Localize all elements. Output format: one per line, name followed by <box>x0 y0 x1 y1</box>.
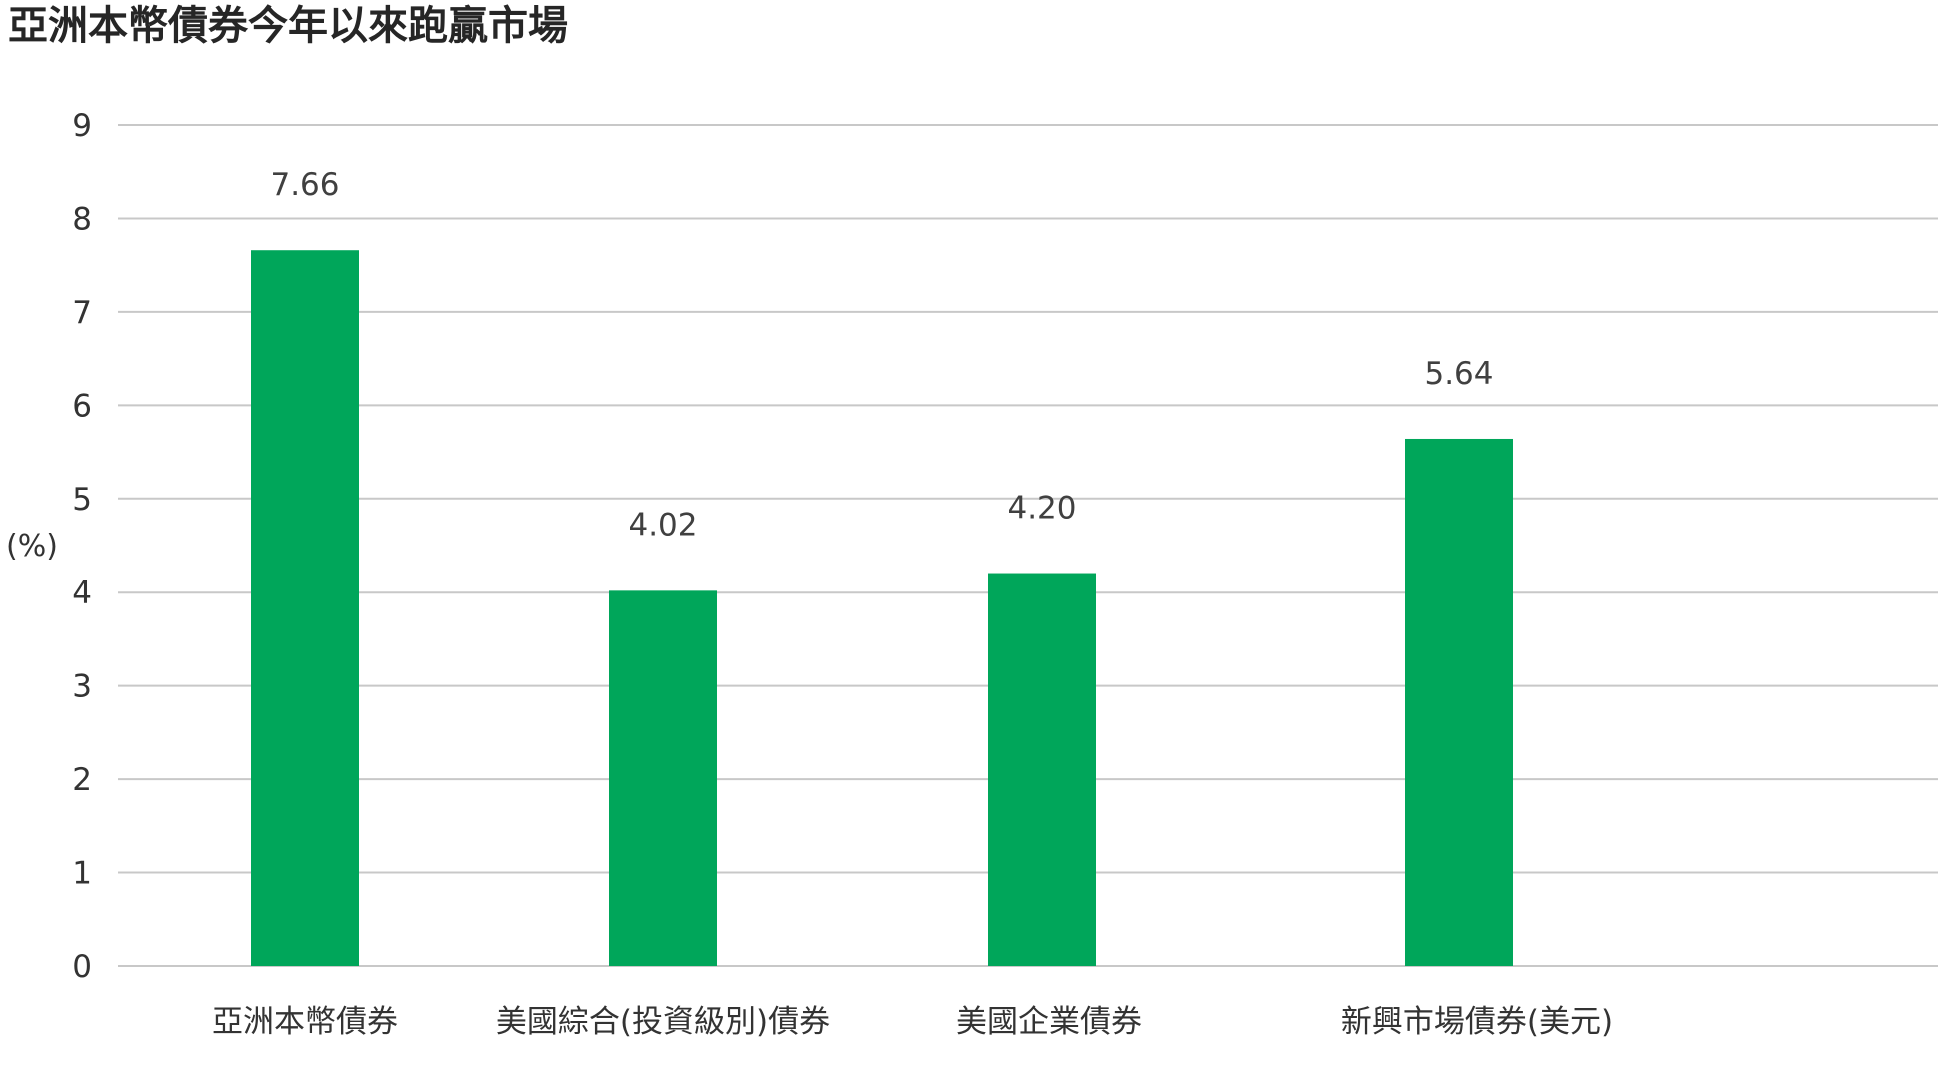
x-axis-categories: 亞洲本幣債券 美國綜合(投資級別)債券 美國企業債券 新興市場債券(美元) <box>212 1004 1613 1040</box>
bar <box>1405 438 1513 966</box>
y-tick-label: 4 <box>72 575 92 611</box>
x-category-label: 新興市場債券(美元) <box>1341 1004 1613 1040</box>
x-category-label: 美國企業債券 <box>956 1004 1142 1040</box>
x-category-label: 美國綜合(投資級別)債券 <box>496 1004 830 1040</box>
data-label: 4.02 <box>628 507 697 543</box>
data-label: 4.20 <box>1007 491 1076 527</box>
y-tick-label: 8 <box>72 201 92 237</box>
bars <box>251 250 1513 966</box>
bar <box>988 573 1096 966</box>
data-labels: 7.66 4.02 4.20 5.64 <box>270 167 1493 543</box>
y-tick-label: 6 <box>72 388 92 424</box>
y-tick-label: 2 <box>72 762 92 798</box>
y-axis-unit-label: (%) <box>6 529 58 564</box>
y-tick-label: 3 <box>72 669 92 705</box>
data-label: 5.64 <box>1424 356 1493 392</box>
bar <box>609 590 717 966</box>
bar <box>251 250 359 966</box>
y-tick-label: 9 <box>72 108 92 144</box>
y-tick-label: 7 <box>72 295 92 331</box>
y-tick-label: 5 <box>72 482 92 518</box>
x-category-label: 亞洲本幣債券 <box>212 1004 398 1040</box>
y-tick-label: 0 <box>72 949 92 985</box>
y-tick-label: 1 <box>72 856 92 892</box>
data-label: 7.66 <box>270 167 339 203</box>
chart-title: 亞洲本幣債券今年以來跑贏市場 <box>8 3 568 49</box>
y-axis-ticks: 0 1 2 3 4 5 6 7 8 9 <box>72 108 92 985</box>
